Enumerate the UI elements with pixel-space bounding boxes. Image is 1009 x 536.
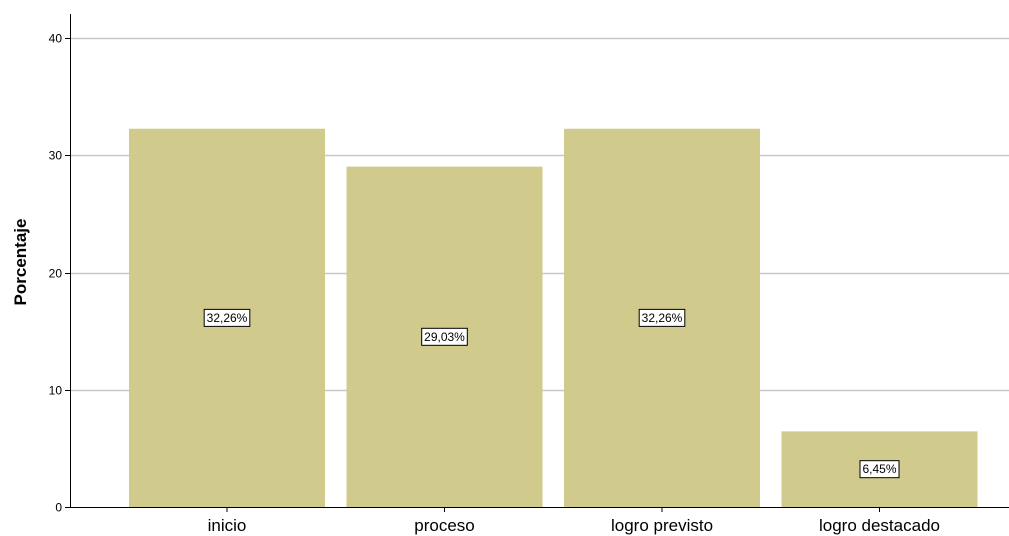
data-label-box [859, 460, 900, 479]
y-tick-label: 30 [49, 149, 63, 163]
data-label-box [638, 308, 686, 327]
data-labels: 32,26% 29,03% 32,26% 6,45% [203, 308, 900, 479]
y-tick-label: 40 [49, 32, 63, 46]
data-label: 32,26% [203, 308, 251, 327]
data-label-box [421, 327, 468, 346]
x-tick-label: inicio [208, 516, 247, 535]
y-axis-label: Porcentaje [11, 219, 30, 306]
data-label-text: 6,45% [862, 462, 896, 476]
y-tick-label: 20 [49, 267, 63, 281]
x-tick-label: proceso [414, 516, 474, 535]
data-label: 29,03% [421, 327, 468, 346]
y-tick-label: 0 [55, 501, 62, 515]
data-label: 32,26% [638, 308, 686, 327]
data-label-text: 32,26% [207, 311, 248, 325]
y-tick-labels: 0 10 20 30 40 [49, 32, 70, 515]
x-tick-label: logro previsto [611, 516, 713, 535]
data-label: 6,45% [859, 460, 900, 479]
data-label-text: 32,26% [642, 311, 683, 325]
bars [129, 128, 978, 508]
y-tick-label: 10 [49, 384, 63, 398]
data-label-box [203, 308, 251, 327]
x-tick-label: logro destacado [819, 516, 940, 535]
x-tick-labels: inicio proceso logro previsto logro destaca… [208, 507, 940, 535]
data-label-text: 29,03% [424, 330, 465, 344]
